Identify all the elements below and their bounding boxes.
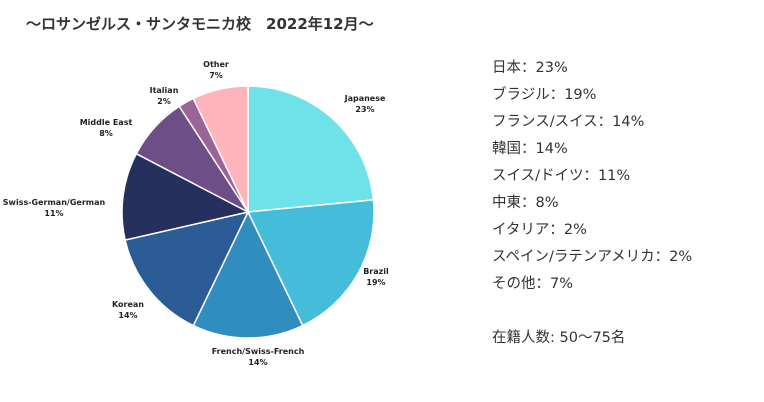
legend-item: その他：7% bbox=[492, 276, 574, 292]
legend-item: イタリア：2% bbox=[492, 222, 587, 238]
legend-item: 韓国：14% bbox=[492, 141, 568, 157]
legend-item: 日本：23% bbox=[492, 60, 568, 76]
pie-slice-japanese bbox=[247, 85, 375, 213]
chart-title: ～ロサンゼルス・サンタモニカ校 2022年12月～ bbox=[26, 15, 374, 33]
pie-slice-swiss-german-german bbox=[121, 152, 251, 241]
slice-label: Other 7% bbox=[203, 60, 229, 80]
legend-list: 日本：23% ブラジル：19% フランス/スイス：14% 韓国：14% スイス/… bbox=[492, 58, 692, 301]
slice-label: Korean 14% bbox=[112, 300, 144, 320]
legend-item: スイス/ドイツ：11% bbox=[492, 168, 631, 184]
pie-slice-french-swiss-french bbox=[192, 210, 304, 339]
legend-item: ブラジル：19% bbox=[492, 87, 597, 103]
pie-slice-other bbox=[192, 85, 249, 213]
slice-label: Italian 2% bbox=[150, 86, 179, 106]
slice-label: Swiss-German/German 11% bbox=[3, 198, 106, 218]
slice-label: Brazil 19% bbox=[363, 267, 389, 287]
slice-label: French/Swiss-French 14% bbox=[212, 347, 305, 367]
pie-slice-brazil bbox=[246, 199, 375, 327]
slice-label: Middle East 8% bbox=[80, 118, 133, 138]
legend-item: フランス/スイス：14% bbox=[492, 114, 645, 130]
legend-item: スペイン/ラテンアメリカ：2% bbox=[492, 249, 693, 265]
legend-item: 中東：8% bbox=[492, 195, 559, 211]
slice-label: Japanese 23% bbox=[344, 94, 386, 114]
enrollment-count: 在籍人数: 50～75名 bbox=[492, 330, 626, 346]
pie-slice-korean bbox=[124, 210, 250, 327]
